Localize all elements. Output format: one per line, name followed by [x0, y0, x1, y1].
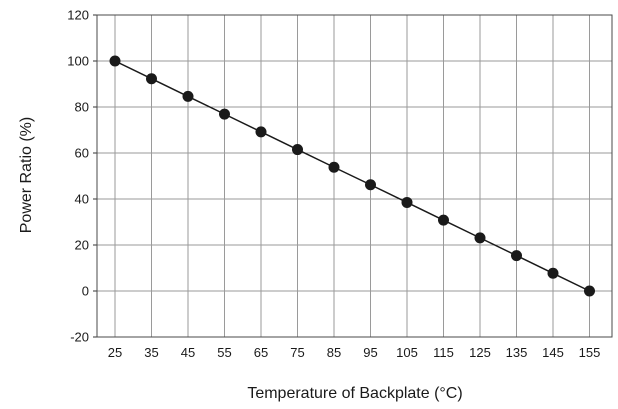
y-tick-labels: -20 0 20 40 60 80 100 120 — [67, 8, 89, 345]
y-tick-label: 40 — [75, 192, 89, 207]
data-point — [547, 267, 559, 279]
y-tick-label: 80 — [75, 100, 89, 115]
y-tick-label: 60 — [75, 146, 89, 161]
y-tick-label: 20 — [75, 238, 89, 253]
x-tick-label: 105 — [396, 345, 418, 360]
data-point — [109, 55, 121, 67]
data-point — [255, 126, 267, 138]
x-tick-label: 75 — [290, 345, 304, 360]
data-point — [511, 250, 522, 262]
data-point — [146, 73, 157, 85]
y-tick-label: 100 — [67, 54, 89, 69]
x-tick-label: 95 — [363, 345, 377, 360]
data-point — [474, 232, 486, 244]
data-point — [328, 161, 340, 173]
axes — [93, 14, 613, 338]
y-tick-label: -20 — [70, 330, 89, 345]
x-tick-label: 155 — [579, 345, 601, 360]
y-tick-label: 120 — [67, 8, 89, 23]
data-point — [182, 90, 194, 102]
x-tick-label: 135 — [506, 345, 528, 360]
x-tick-label: 145 — [542, 345, 564, 360]
data-point — [219, 108, 230, 120]
x-tick-label: 45 — [181, 345, 195, 360]
grid-lines — [97, 14, 612, 337]
x-tick-label: 115 — [433, 345, 454, 360]
x-tick-label: 125 — [469, 345, 491, 360]
data-point — [584, 285, 595, 297]
x-tick-label: 35 — [144, 345, 158, 360]
x-tick-label: 85 — [327, 345, 341, 360]
data-point — [438, 214, 449, 226]
x-axis-title: Temperature of Backplate (°C) — [247, 385, 462, 402]
y-tick-label: 0 — [82, 284, 89, 299]
plot-frame — [96, 14, 613, 338]
series-group — [109, 55, 595, 297]
x-tick-label: 25 — [108, 345, 122, 360]
data-point — [365, 179, 376, 191]
x-tick-label: 55 — [217, 345, 231, 360]
data-point — [292, 144, 303, 156]
y-axis-title: Power Ratio (%) — [18, 117, 35, 233]
series-line — [114, 60, 590, 292]
data-point — [401, 196, 413, 208]
x-tick-labels: 25 35 45 55 65 75 85 95 105 115 125 135 145 155 — [108, 345, 601, 360]
x-tick-label: 65 — [254, 345, 268, 360]
